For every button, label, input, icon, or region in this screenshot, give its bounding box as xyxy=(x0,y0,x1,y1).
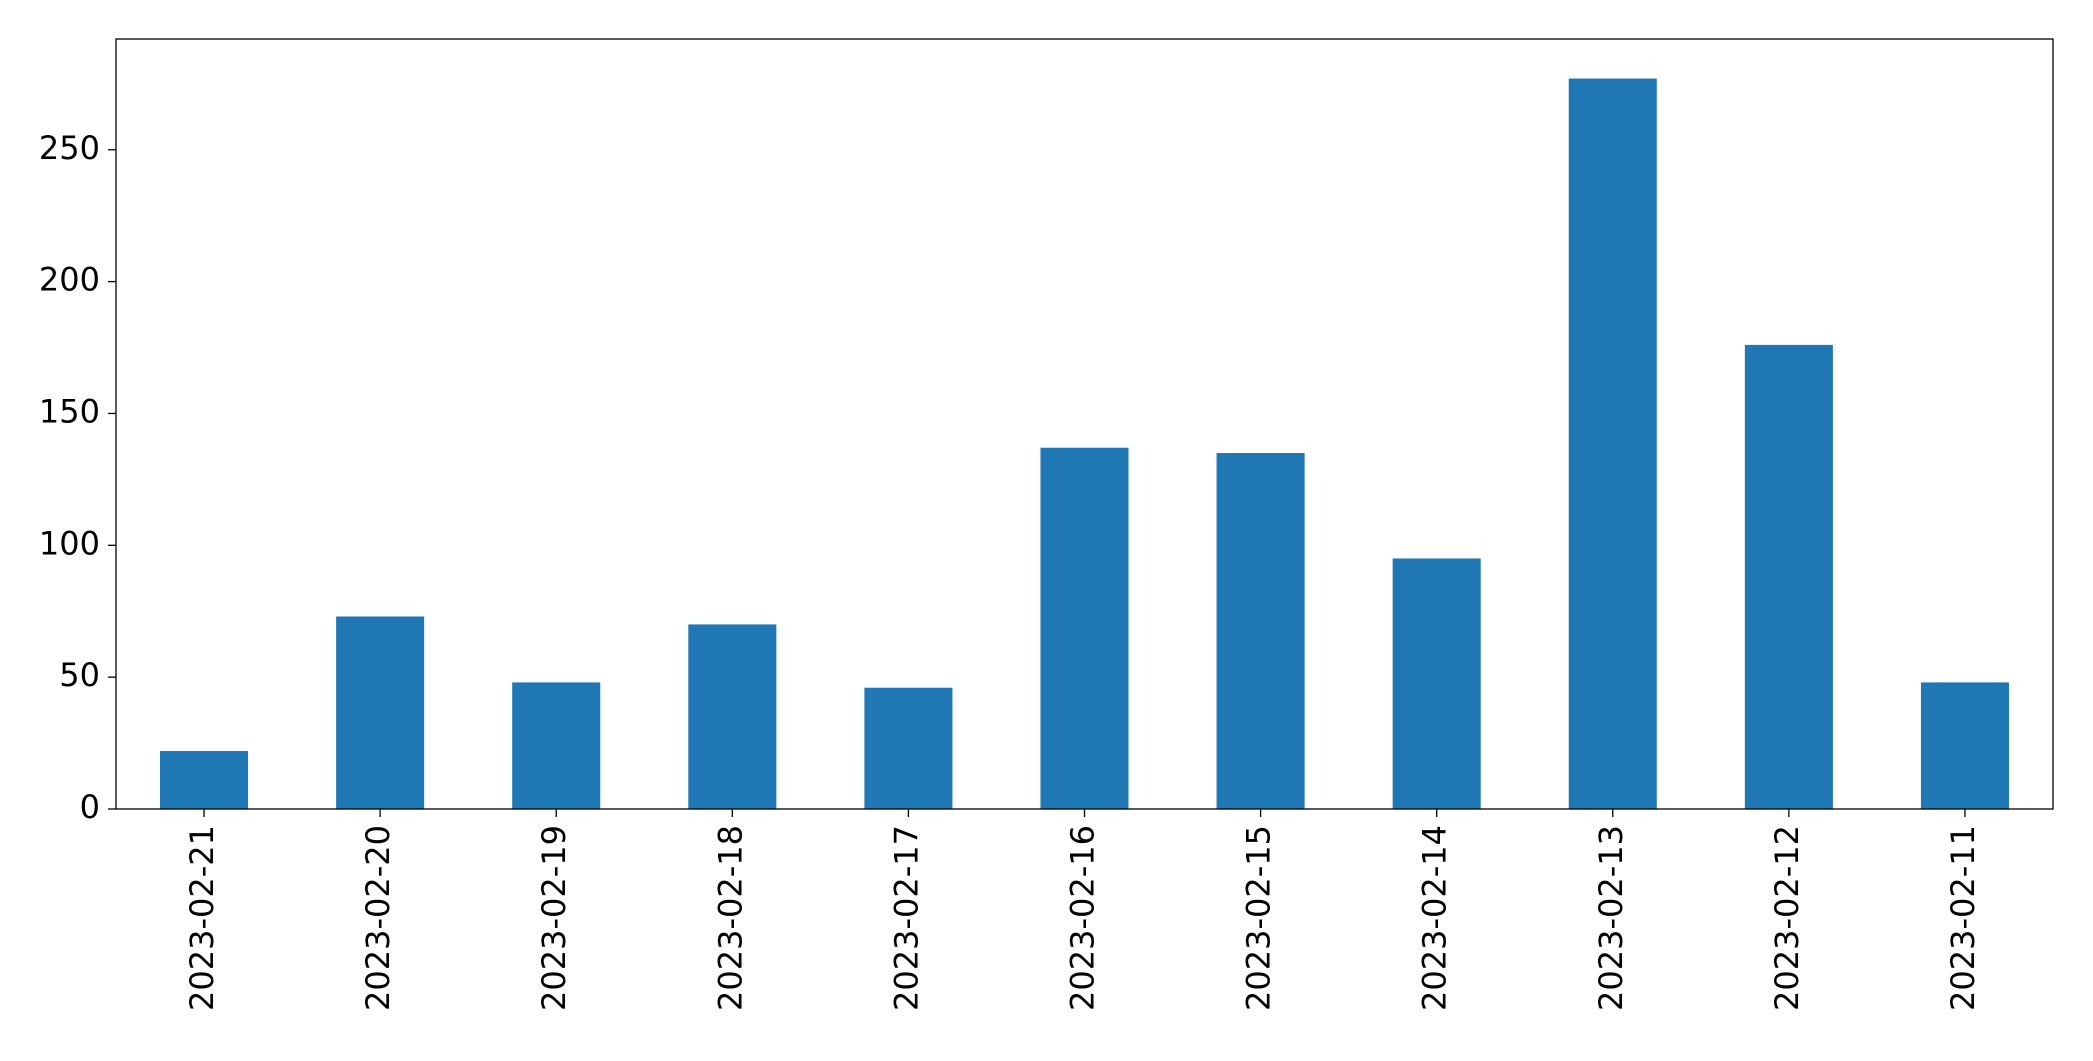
y-tick-label: 0 xyxy=(80,788,100,826)
x-tick-label: 2023-02-11 xyxy=(1944,825,1982,1011)
bar xyxy=(1568,78,1657,809)
x-tick-label: 2023-02-12 xyxy=(1768,825,1806,1011)
x-tick-label: 2023-02-15 xyxy=(1240,825,1278,1011)
x-tick-label: 2023-02-16 xyxy=(1064,825,1102,1011)
bar xyxy=(1216,453,1305,809)
y-tick-label: 100 xyxy=(39,524,100,562)
bar xyxy=(336,616,425,809)
bar xyxy=(1920,682,2009,809)
bar xyxy=(1392,558,1481,809)
x-tick-label: 2023-02-21 xyxy=(183,825,221,1011)
y-tick-label: 200 xyxy=(39,261,100,299)
y-tick-label: 250 xyxy=(39,129,100,167)
bar xyxy=(1040,447,1129,809)
axes-frame xyxy=(115,38,2054,810)
y-tick-label: 50 xyxy=(59,656,100,694)
bar xyxy=(160,750,249,809)
bar xyxy=(1744,344,1833,809)
x-tick-label: 2023-02-18 xyxy=(711,825,749,1011)
bar xyxy=(864,687,953,809)
x-tick-label: 2023-02-13 xyxy=(1592,825,1630,1011)
x-tick-label: 2023-02-17 xyxy=(887,825,925,1011)
x-tick-label: 2023-02-19 xyxy=(535,825,573,1011)
bar xyxy=(512,682,601,809)
y-tick-label: 150 xyxy=(39,392,100,430)
x-tick-label: 2023-02-14 xyxy=(1416,825,1454,1011)
x-tick-label: 2023-02-20 xyxy=(359,825,397,1011)
bar xyxy=(688,624,777,809)
